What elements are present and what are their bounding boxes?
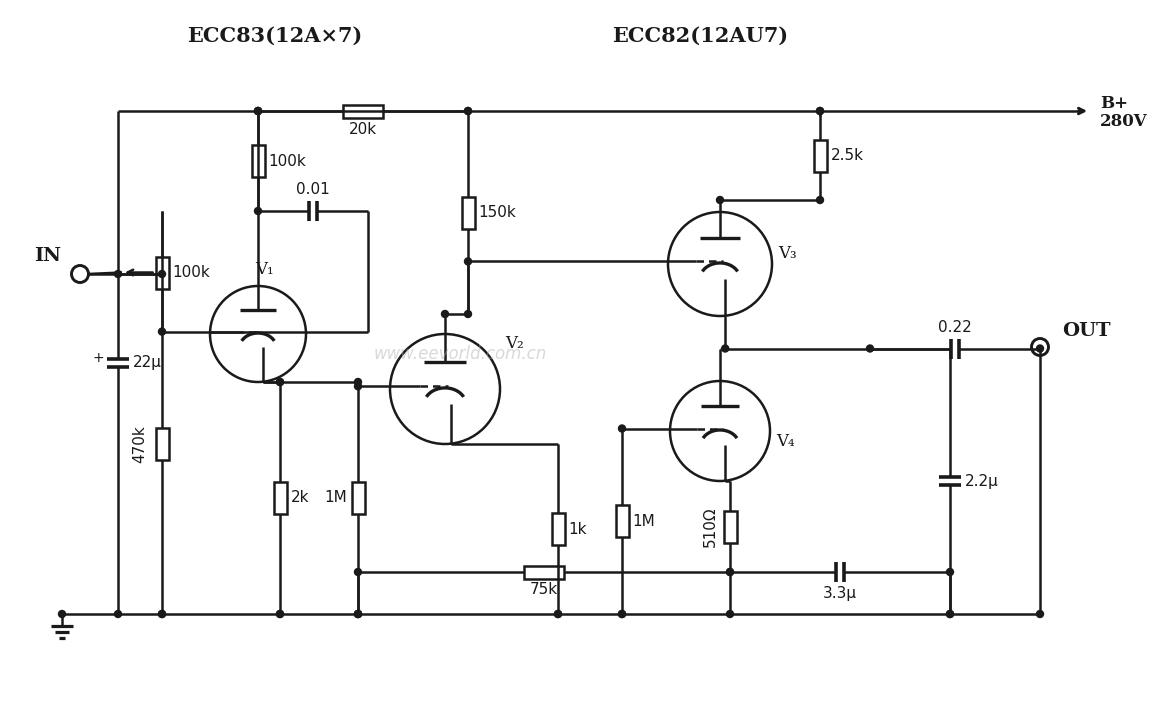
Circle shape [619, 610, 626, 618]
Circle shape [946, 569, 953, 576]
Text: V₁: V₁ [254, 262, 273, 279]
Circle shape [816, 108, 823, 114]
Circle shape [464, 258, 471, 265]
Circle shape [159, 610, 166, 618]
Bar [462, 196, 475, 228]
Circle shape [354, 569, 361, 576]
Circle shape [619, 425, 626, 432]
Text: 100k: 100k [268, 154, 307, 169]
Text: 1M: 1M [325, 491, 347, 506]
Bar [524, 566, 564, 579]
Text: www.eevorld.com.cn: www.eevorld.com.cn [374, 345, 547, 363]
Circle shape [276, 379, 283, 386]
Circle shape [1037, 610, 1044, 618]
Circle shape [276, 610, 283, 618]
Text: B+: B+ [1099, 96, 1128, 113]
Circle shape [354, 383, 361, 390]
Bar [156, 428, 168, 460]
Circle shape [816, 196, 823, 203]
Text: 22μ: 22μ [134, 355, 161, 370]
Circle shape [354, 610, 361, 618]
Bar [352, 482, 365, 514]
Text: 470k: 470k [132, 425, 147, 463]
Circle shape [946, 610, 953, 618]
Bar [814, 140, 827, 172]
Text: 150k: 150k [478, 205, 517, 220]
Circle shape [727, 569, 734, 576]
Circle shape [555, 610, 562, 618]
Text: 510Ω: 510Ω [702, 506, 717, 547]
Text: 0.01: 0.01 [296, 182, 330, 197]
Circle shape [816, 108, 823, 114]
Circle shape [1037, 345, 1044, 352]
Text: 2.5k: 2.5k [830, 148, 864, 163]
Bar [723, 510, 736, 542]
Circle shape [716, 196, 723, 203]
Text: V₂: V₂ [505, 335, 524, 352]
Text: 2.2μ: 2.2μ [965, 474, 998, 489]
Circle shape [946, 610, 953, 618]
Text: 1M: 1M [633, 514, 655, 529]
Bar [252, 145, 265, 177]
Circle shape [254, 208, 261, 215]
Circle shape [159, 610, 166, 618]
Bar [274, 482, 287, 514]
Circle shape [159, 328, 166, 335]
Circle shape [276, 379, 283, 386]
Circle shape [276, 610, 283, 618]
Circle shape [866, 345, 873, 352]
Text: 3.3μ: 3.3μ [823, 586, 857, 601]
Circle shape [727, 569, 734, 576]
Circle shape [727, 610, 734, 618]
Circle shape [115, 271, 122, 277]
Bar [342, 104, 383, 118]
Bar [551, 513, 564, 545]
Circle shape [464, 108, 471, 114]
Circle shape [159, 271, 166, 277]
Circle shape [354, 379, 361, 386]
Text: V₄: V₄ [776, 432, 794, 450]
Text: 20k: 20k [349, 121, 377, 137]
Circle shape [464, 108, 471, 114]
Circle shape [464, 311, 471, 318]
Circle shape [354, 610, 361, 618]
Circle shape [722, 345, 729, 352]
Text: 2k: 2k [290, 491, 309, 506]
Circle shape [354, 610, 361, 618]
Circle shape [441, 311, 448, 318]
Bar [615, 506, 628, 537]
Circle shape [254, 108, 261, 114]
Text: 1k: 1k [569, 522, 587, 537]
Text: ECC82(12AU7): ECC82(12AU7) [612, 26, 788, 46]
Text: 75k: 75k [529, 583, 558, 598]
Circle shape [619, 610, 626, 618]
Text: OUT: OUT [1062, 322, 1111, 340]
Circle shape [115, 610, 122, 618]
Text: IN: IN [35, 247, 62, 265]
Circle shape [254, 108, 261, 114]
Circle shape [58, 610, 65, 618]
Circle shape [555, 610, 562, 618]
Bar [156, 257, 168, 289]
Text: 100k: 100k [173, 265, 210, 280]
Circle shape [254, 108, 261, 114]
Text: +: + [93, 350, 104, 364]
Text: 0.22: 0.22 [938, 320, 972, 335]
Text: 280V: 280V [1099, 113, 1147, 130]
Text: V₃: V₃ [778, 245, 796, 262]
Text: ECC83(12A×7): ECC83(12A×7) [187, 26, 362, 46]
